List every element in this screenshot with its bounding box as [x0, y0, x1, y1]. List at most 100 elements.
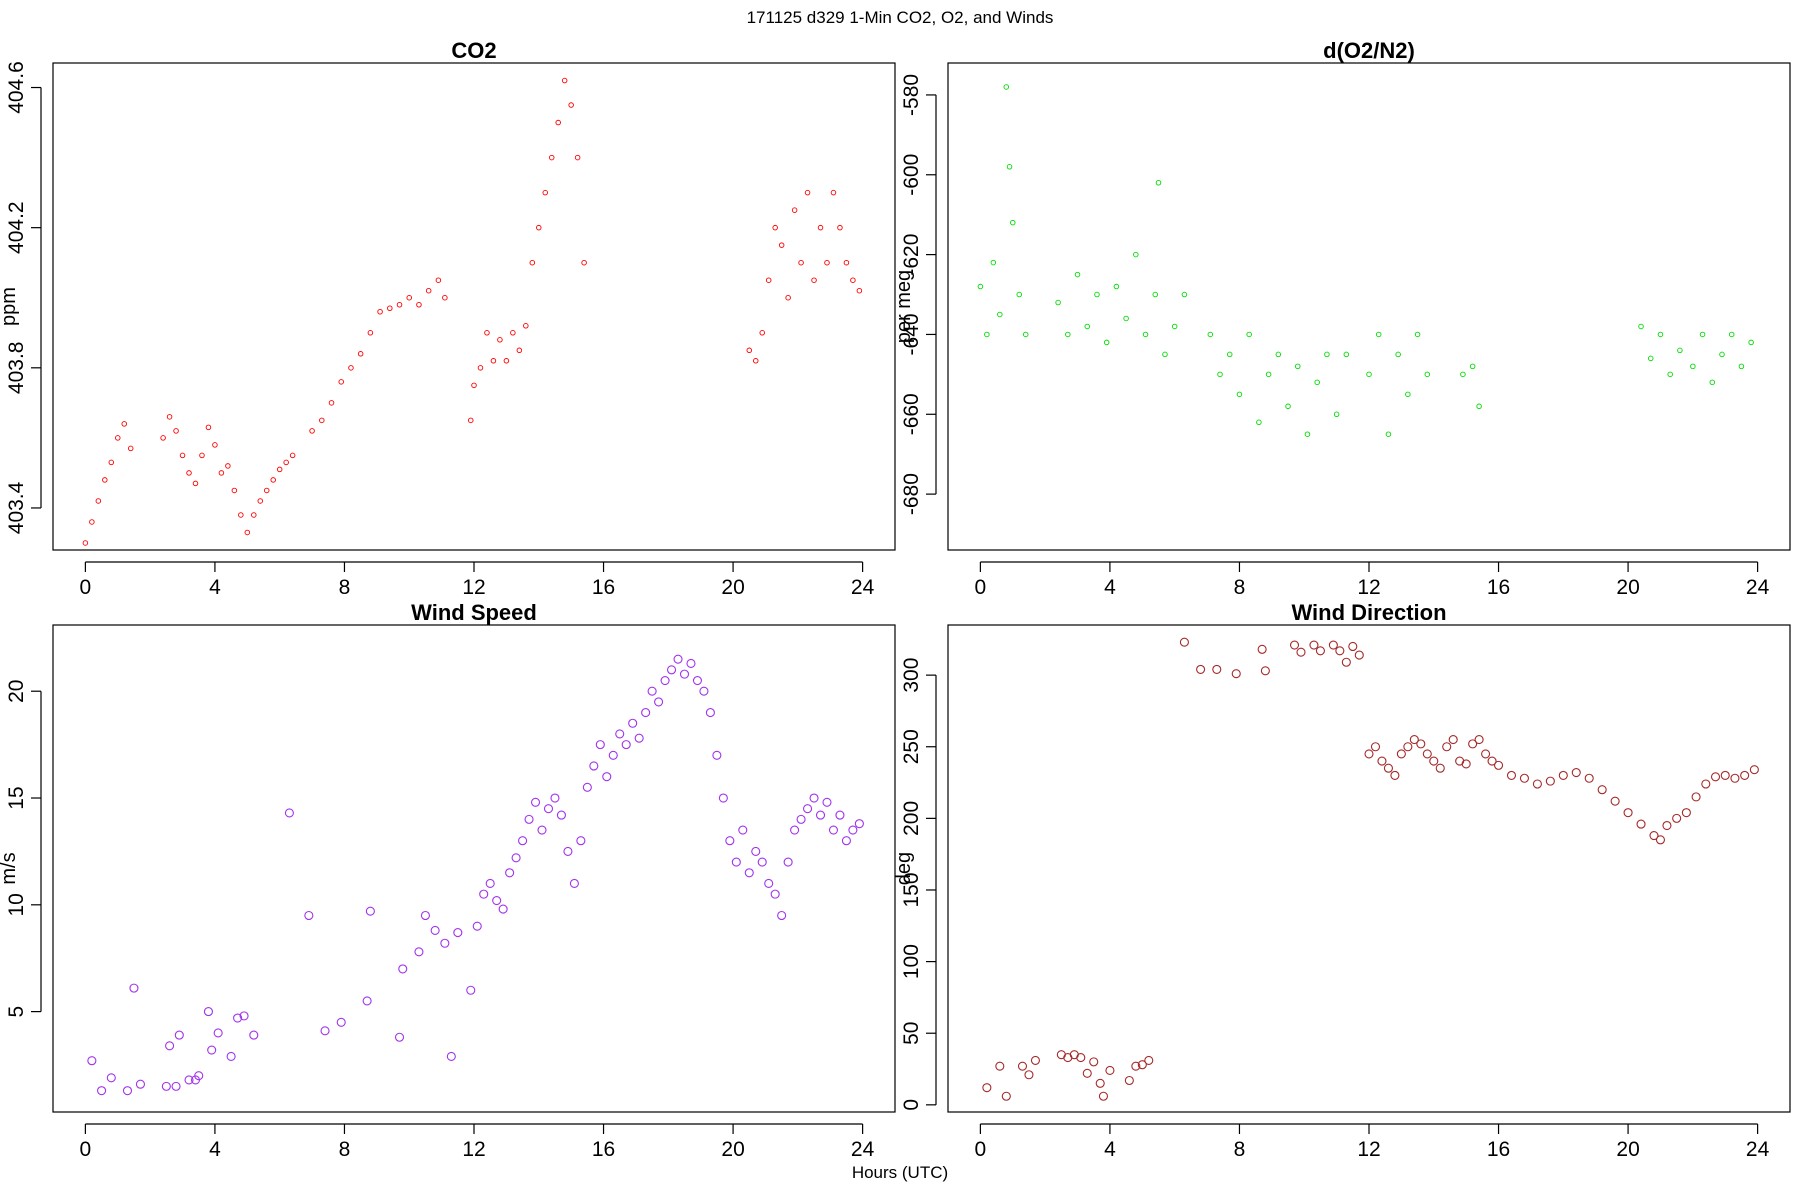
- wind-direction-data-point: [1383, 763, 1393, 773]
- wind-speed-data-point: [106, 1073, 116, 1083]
- wind-speed-data-point: [135, 1079, 145, 1089]
- co2-data-point: [108, 459, 115, 466]
- o2-y-tick-label: -660: [900, 393, 923, 435]
- co2-data-point: [406, 294, 412, 301]
- wind-direction-x-tick-label: 8: [1234, 1138, 1246, 1161]
- wind-speed-data-point: [485, 878, 495, 889]
- wind-speed-data-point: [479, 889, 489, 899]
- wind-speed-data-point: [757, 857, 767, 867]
- co2-data-point: [173, 428, 179, 434]
- wind-speed-plot-frame: [52, 624, 896, 1113]
- wind-speed-data-point: [440, 938, 450, 948]
- o2-x-tick-label: 12: [1357, 576, 1380, 599]
- o2-data-point: [1084, 323, 1091, 330]
- o2-data-point: [1414, 331, 1421, 338]
- wind-direction-y-tick-label: 200: [900, 801, 923, 836]
- wind-direction-data-point: [1416, 739, 1426, 749]
- co2-data-point: [548, 154, 555, 161]
- o2-data-point: [1074, 271, 1081, 278]
- co2-data-point: [283, 459, 289, 466]
- wind-speed-data-point: [628, 718, 638, 728]
- wind-direction-y-tick-label: 50: [900, 1022, 923, 1045]
- wind-speed-data-point: [184, 1075, 194, 1085]
- o2-data-point: [1275, 351, 1282, 358]
- wind-speed-data-point: [854, 819, 864, 829]
- co2-panel: CO2 0 4 8 12 16 20 24 403.4 403.8 404.2 404.6 ppm: [0, 38, 896, 599]
- wind-direction-data-point: [1315, 646, 1325, 656]
- wind-direction-data-point: [1030, 1055, 1040, 1065]
- wind-direction-x-tick-label: 12: [1357, 1138, 1380, 1161]
- co2-data-point: [568, 102, 574, 108]
- co2-data-point: [127, 445, 134, 452]
- co2-data-point: [791, 207, 798, 213]
- wind-speed-data-point: [492, 895, 502, 906]
- o2-data-point: [1314, 379, 1320, 386]
- wind-speed-data-point: [654, 697, 664, 707]
- wind-speed-data-point: [207, 1045, 217, 1055]
- co2-data-point: [231, 487, 238, 494]
- o2-data-point: [1103, 339, 1110, 346]
- wind-speed-data-point: [783, 857, 793, 867]
- wind-speed-data-point: [641, 708, 651, 718]
- o2-data-point: [1460, 371, 1466, 378]
- wind-speed-data-point: [233, 1013, 243, 1023]
- wind-direction-data-point: [1720, 770, 1730, 780]
- co2-data-point: [192, 480, 199, 487]
- wind-speed-data-point: [621, 740, 631, 750]
- wind-direction-data-point: [1137, 1060, 1147, 1070]
- o2-data-point: [1333, 411, 1340, 418]
- co2-data-point: [798, 259, 804, 266]
- wind-speed-x-tick-label: 16: [592, 1138, 615, 1161]
- wind-direction-data-point: [1341, 657, 1351, 667]
- co2-data-point: [477, 365, 484, 371]
- co2-data-point: [387, 305, 393, 312]
- wind-direction-data-point: [1493, 760, 1504, 770]
- co2-x-tick-label: 16: [592, 576, 615, 599]
- wind-direction-points: [982, 637, 1759, 1101]
- wind-direction-data-point: [1730, 773, 1740, 783]
- wind-speed-data-point: [420, 910, 430, 921]
- co2-data-point: [830, 189, 837, 196]
- wind-direction-data-point: [1409, 735, 1419, 745]
- co2-data-point: [82, 540, 89, 546]
- co2-data-point: [186, 470, 192, 476]
- wind-speed-data-point: [414, 947, 424, 957]
- o2-x-tick-label: 16: [1487, 576, 1510, 599]
- co2-data-point: [542, 189, 548, 196]
- co2-data-point: [804, 189, 811, 196]
- co2-x-tick-label: 8: [339, 576, 351, 599]
- o2-data-point: [984, 331, 990, 338]
- wind-speed-data-point: [725, 836, 735, 846]
- wind-speed-data-point: [828, 825, 839, 835]
- co2-data-point: [824, 259, 830, 266]
- wind-direction-data-point: [1461, 759, 1471, 769]
- wind-direction-data-point: [1506, 770, 1517, 780]
- wind-speed-data-point: [398, 964, 408, 974]
- wind-speed-data-point: [226, 1051, 236, 1062]
- wind-speed-data-point: [505, 868, 515, 878]
- wind-speed-data-point: [446, 1051, 456, 1062]
- o2-title: d(O2/N2): [1323, 38, 1415, 63]
- wind-speed-data-point: [841, 836, 851, 846]
- wind-direction-data-point: [1691, 792, 1701, 802]
- wind-speed-data-point: [822, 797, 832, 807]
- wind-speed-data-point: [174, 1030, 184, 1040]
- o2-data-point: [1295, 363, 1301, 370]
- co2-data-point: [425, 287, 432, 294]
- o2-data-point: [1246, 331, 1252, 338]
- wind-direction-data-point: [1481, 749, 1491, 759]
- wind-direction-data-point: [1196, 664, 1206, 674]
- co2-data-point: [396, 301, 403, 308]
- x-axis-common-label: Hours (UTC): [852, 1163, 948, 1182]
- co2-data-point: [367, 330, 374, 336]
- wind-direction-data-point: [1095, 1078, 1105, 1088]
- o2-data-point: [1142, 331, 1149, 338]
- o2-data-point: [1324, 351, 1330, 358]
- wind-direction-x-tick-label: 16: [1487, 1138, 1510, 1161]
- co2-data-point: [357, 351, 364, 357]
- wind-direction-data-point: [1105, 1065, 1115, 1076]
- wind-direction-y-tick-label: 100: [900, 944, 923, 979]
- wind-direction-data-point: [1144, 1055, 1154, 1065]
- o2-y-tick-label: -640: [900, 313, 923, 355]
- wind-speed-data-point: [764, 878, 774, 889]
